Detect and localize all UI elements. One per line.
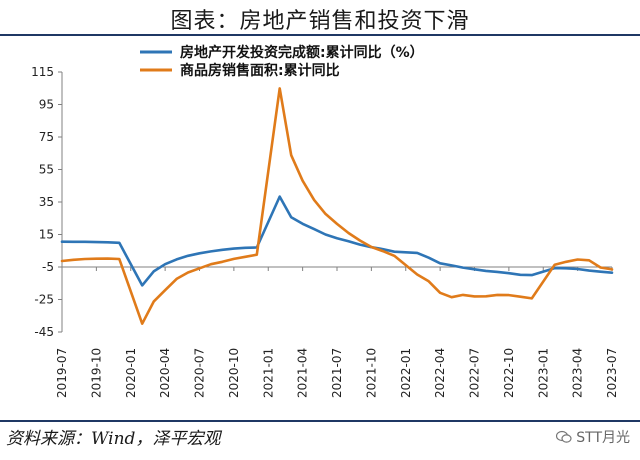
y-tick-label: 55 [39,163,54,177]
x-tick-label: 2020-07 [193,348,207,398]
y-tick-label: 115 [31,65,54,79]
source-note: 资料来源：Wind，泽平宏观 [6,429,221,449]
y-tick-label: 35 [39,195,54,209]
x-tick-label: 2023-07 [605,348,619,398]
title-band: 图表：房地产销售和投资下滑 [0,0,640,34]
y-tick-label: -5 [42,260,54,274]
chat-bubble-icon [556,430,572,443]
x-tick-label: 2022-07 [468,348,482,398]
y-tick-label: -25 [34,293,54,307]
x-tick-label: 2022-10 [502,348,516,398]
y-tick-label: 95 [39,98,54,112]
x-tick-label: 2021-04 [296,348,310,398]
x-tick-label: 2022-04 [433,348,447,398]
top-rule [0,34,640,36]
x-tick-label: 2020-10 [227,348,241,398]
legend-label-2: 商品房销售面积:累计同比 [180,62,340,79]
series-line-1 [60,195,614,287]
y-tick-label: 15 [39,228,54,242]
watermark: STT月光 [556,427,630,447]
x-tick-label: 2021-10 [364,348,378,398]
series-line-2 [60,87,614,325]
y-tick-label: -45 [34,325,54,339]
watermark-text: STT月光 [576,430,630,446]
x-tick-label: 2020-04 [158,348,172,398]
x-tick-label: 2019-10 [89,348,103,398]
bottom-rule [0,420,640,422]
x-tick-label: 2023-04 [571,348,585,398]
page-title: 图表：房地产销售和投资下滑 [170,9,470,34]
x-tick-label: 2023-01 [536,348,550,398]
x-tick-label: 2020-01 [124,348,138,398]
x-tick-label: 2019-07 [55,348,69,398]
x-tick-label: 2021-01 [261,348,275,398]
legend-label-1: 房地产开发投资完成额:累计同比（%） [180,44,424,61]
x-tick-label: 2021-07 [330,348,344,398]
y-tick-label: 75 [39,130,54,144]
x-tick-label: 2022-01 [399,348,413,398]
